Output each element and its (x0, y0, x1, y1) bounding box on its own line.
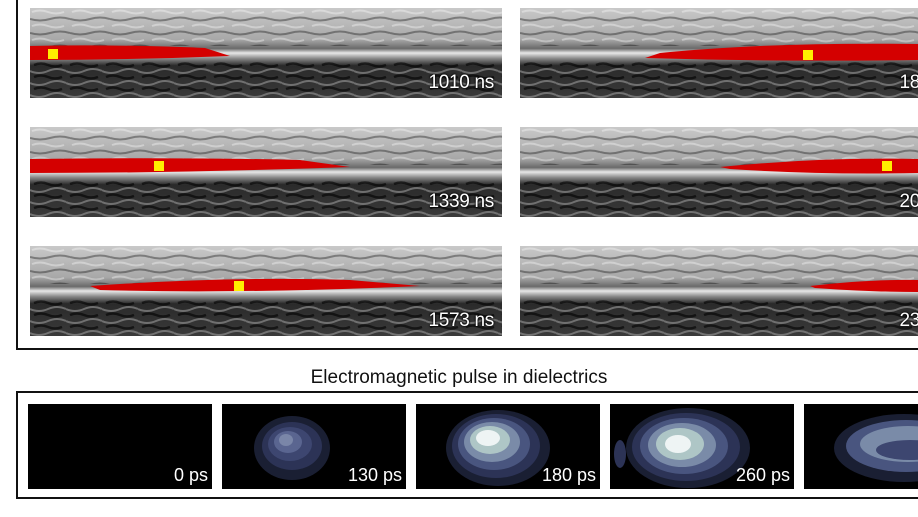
section-title: Electromagnetic pulse in dielectrics (310, 367, 608, 388)
pulse-frame-4: 260 ps (610, 404, 794, 489)
time-label: 260 ps (735, 465, 790, 485)
time-label: 20 (899, 191, 918, 212)
pulse-frame-3: 180 ps (416, 404, 600, 489)
time-label: 0 ps (173, 465, 208, 485)
radar-panel-2: 18 (520, 8, 918, 98)
pulse-frame-2: 130 ps (222, 404, 406, 489)
time-label: 130 ps (347, 465, 402, 485)
radar-panel-4: 20 (520, 127, 918, 217)
radar-panel-3: 1339 ns (30, 127, 502, 217)
time-label: 1573 ns (428, 310, 494, 331)
radar-panel-5: 1573 ns (30, 246, 502, 336)
pulse-frame-5 (804, 404, 918, 489)
time-label: 180 ps (541, 465, 596, 485)
time-label: 23 (899, 310, 918, 331)
pulse-frame-1: 0 ps (28, 404, 212, 489)
radar-panel-6: 23 (520, 246, 918, 336)
radar-panel-1: 1010 ns (30, 8, 502, 98)
time-label: 1010 ns (428, 72, 494, 93)
time-label: 18 (899, 72, 918, 93)
time-label: 1339 ns (428, 191, 494, 212)
